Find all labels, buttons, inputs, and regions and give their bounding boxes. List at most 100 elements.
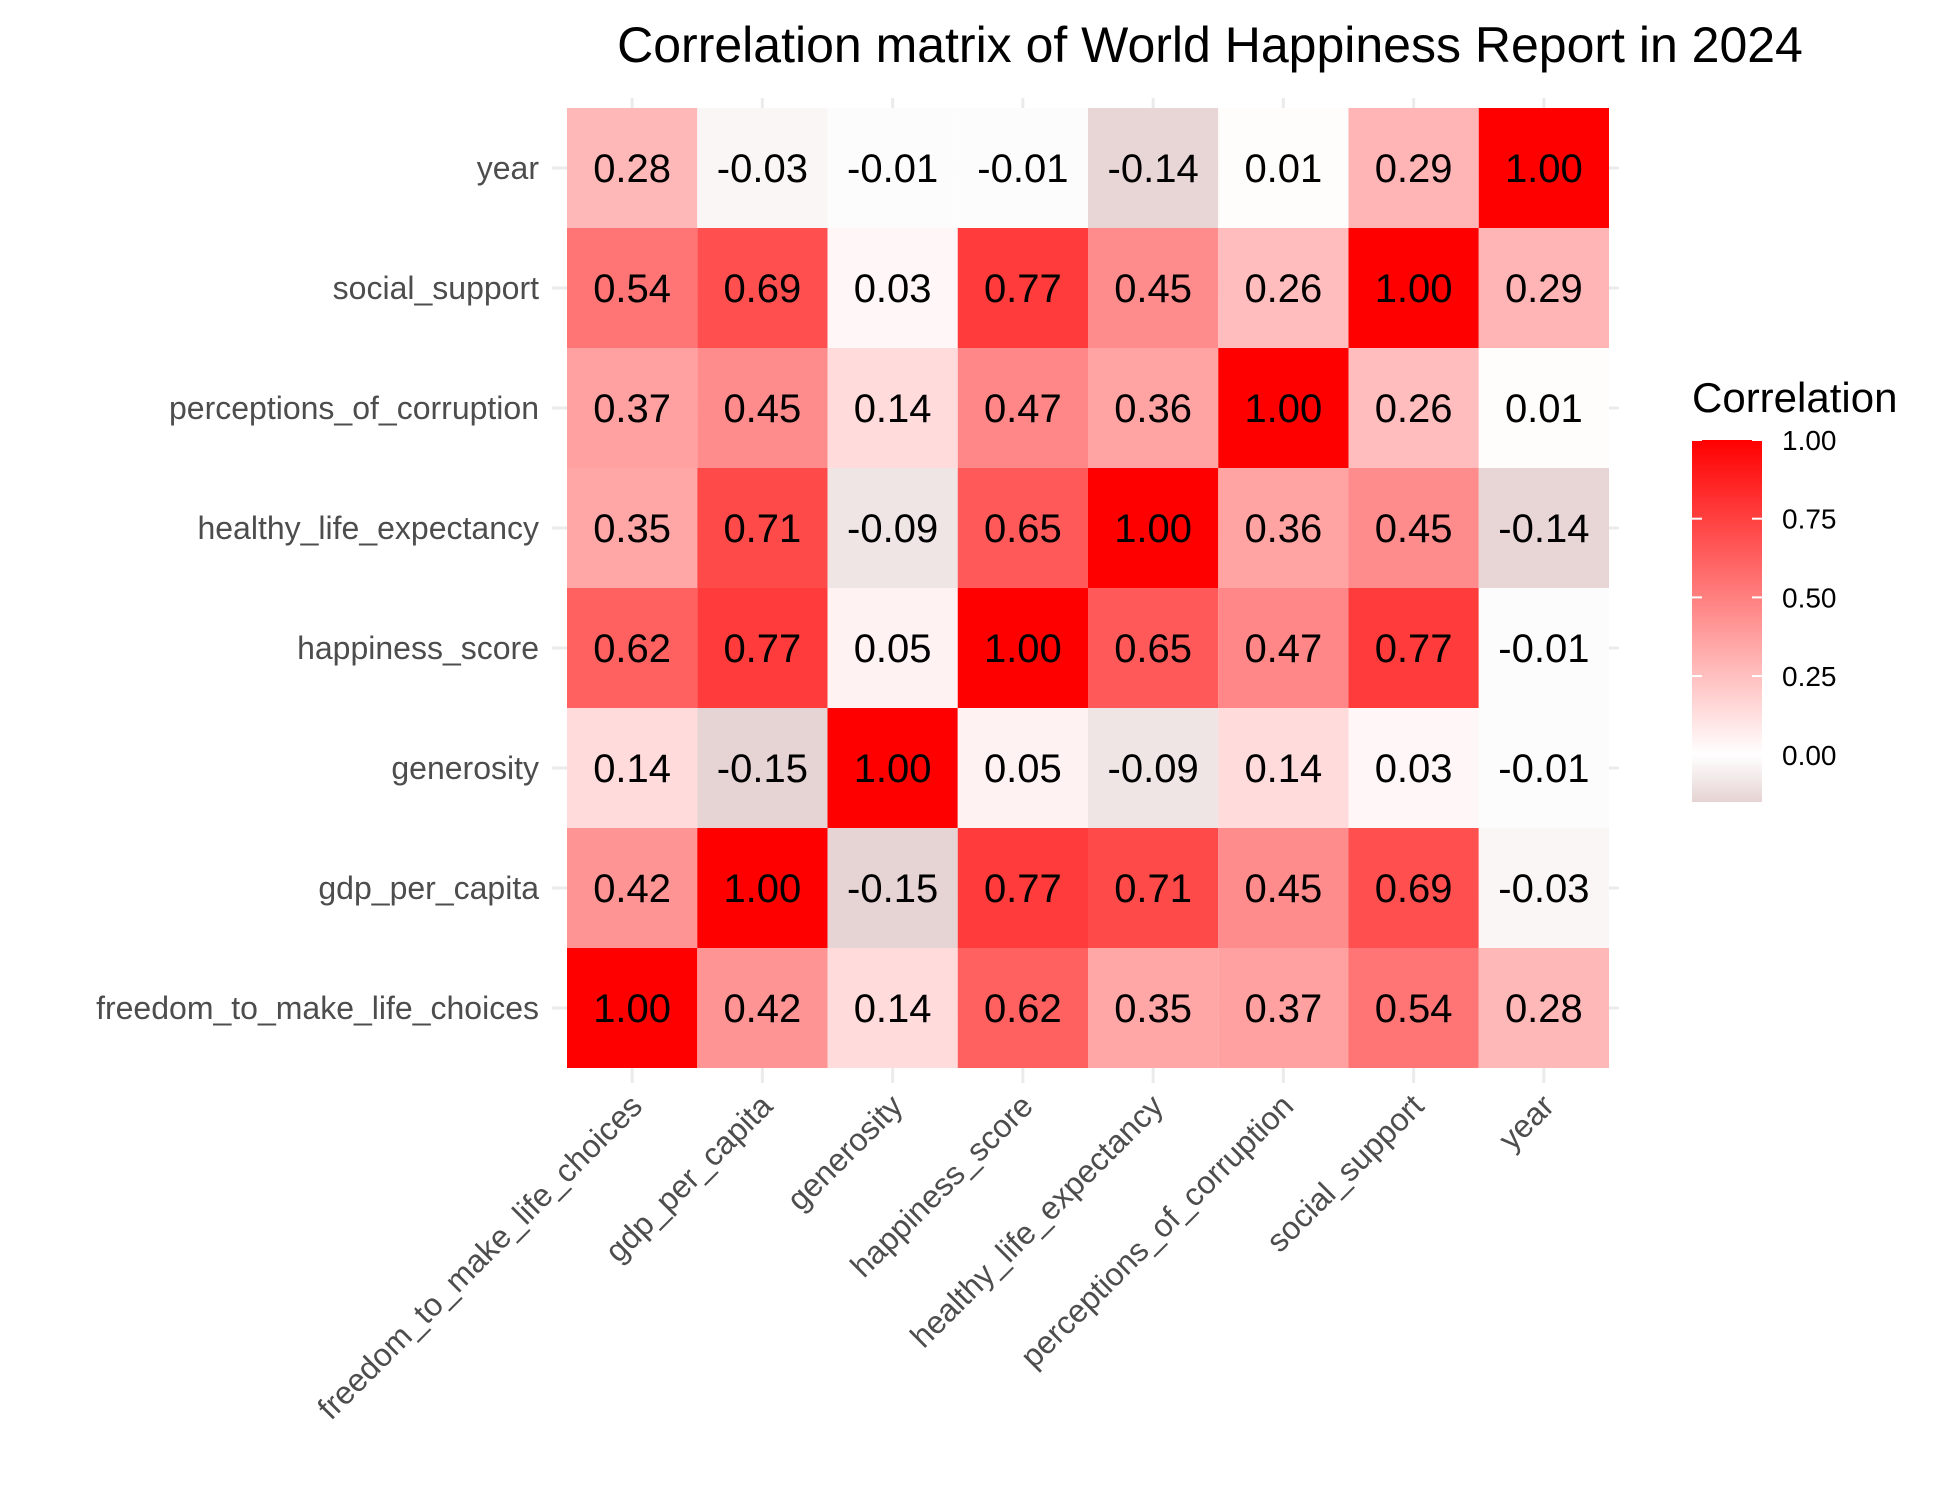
cell-value-label: -0.09 — [1108, 747, 1199, 791]
cell-value-label: -0.01 — [977, 147, 1068, 191]
legend-title: Correlation — [1692, 374, 1897, 421]
cell-value-label: 0.69 — [1375, 867, 1453, 911]
heatmap-cell — [957, 228, 1088, 348]
heatmap-cell — [1088, 828, 1219, 948]
cell-value-label: 1.00 — [854, 747, 932, 791]
heatmap-cell — [1478, 828, 1609, 948]
cell-value-label: 0.45 — [1244, 867, 1322, 911]
y-tick-label: happiness_score — [297, 630, 539, 666]
heatmap-cell — [567, 348, 698, 468]
heatmap-cell — [567, 948, 698, 1068]
cell-value-label: 0.69 — [723, 267, 801, 311]
x-tick-label: generosity — [780, 1087, 910, 1217]
cell-value-label: 0.77 — [723, 627, 801, 671]
heatmap-cell — [1478, 588, 1609, 708]
legend-tick-label: 0.00 — [1782, 740, 1837, 771]
heatmap-cell — [1478, 708, 1609, 828]
heatmap-cell — [1478, 228, 1609, 348]
heatmap-cell — [957, 828, 1088, 948]
cell-value-label: 1.00 — [593, 987, 671, 1031]
heatmap-cell — [827, 708, 958, 828]
cell-value-label: 0.62 — [593, 627, 671, 671]
cell-value-label: 0.45 — [723, 387, 801, 431]
cell-value-label: 0.05 — [854, 627, 932, 671]
cell-value-label: 0.77 — [1375, 627, 1453, 671]
y-tick-label: social_support — [333, 270, 539, 306]
heatmap-cell — [1218, 948, 1349, 1068]
heatmap-cell — [1218, 468, 1349, 588]
heatmap-cell — [1088, 708, 1219, 828]
cell-value-label: 0.29 — [1375, 147, 1453, 191]
cell-value-label: 0.05 — [984, 747, 1062, 791]
heatmap-cell — [957, 108, 1088, 228]
cell-value-label: -0.09 — [847, 507, 938, 551]
heatmap-cell — [827, 468, 958, 588]
cell-value-label: 0.42 — [593, 867, 671, 911]
y-tick-label: year — [477, 150, 540, 186]
cell-value-label: 1.00 — [984, 627, 1062, 671]
cell-value-label: 0.03 — [1375, 747, 1453, 791]
cell-value-label: 1.00 — [1375, 267, 1453, 311]
cell-value-label: 0.45 — [1375, 507, 1453, 551]
heatmap-cell — [1088, 588, 1219, 708]
heatmap-cell — [697, 348, 828, 468]
heatmap-cell — [1348, 948, 1479, 1068]
y-tick-label: perceptions_of_corruption — [169, 390, 539, 426]
heatmap-cell — [1088, 948, 1219, 1068]
cell-value-label: 0.65 — [984, 507, 1062, 551]
x-tick-label: year — [1491, 1087, 1561, 1157]
x-tick-label: perceptions_of_corruption — [1013, 1087, 1300, 1374]
heatmap-cell — [1218, 108, 1349, 228]
heatmap-cell — [567, 468, 698, 588]
heatmap-cell — [1478, 468, 1609, 588]
cell-value-label: -0.01 — [847, 147, 938, 191]
cell-value-label: 0.77 — [984, 267, 1062, 311]
cell-value-label: 0.14 — [1244, 747, 1322, 791]
cell-value-label: 0.65 — [1114, 627, 1192, 671]
heatmap-cell — [827, 828, 958, 948]
heatmap-cell — [1218, 828, 1349, 948]
cell-value-label: -0.01 — [1498, 747, 1589, 791]
heatmap-cell — [697, 588, 828, 708]
heatmap-cell — [1088, 108, 1219, 228]
heatmap-cells — [567, 108, 1609, 1068]
y-tick-label: gdp_per_capita — [318, 870, 539, 906]
heatmap-cell — [827, 948, 958, 1068]
cell-value-label: 0.14 — [854, 987, 932, 1031]
legend-tick-label: 0.25 — [1782, 661, 1837, 692]
cell-value-label: 0.26 — [1375, 387, 1453, 431]
heatmap-cell — [1478, 108, 1609, 228]
heatmap-cell — [1348, 708, 1479, 828]
cell-value-label: 0.03 — [854, 267, 932, 311]
cell-value-label: 0.29 — [1505, 267, 1583, 311]
cell-value-label: 0.36 — [1244, 507, 1322, 551]
x-axis-tick-labels: freedom_to_make_life_choicesgdp_per_capi… — [310, 1087, 1561, 1426]
cell-value-label: 0.54 — [593, 267, 671, 311]
cell-value-label: 0.14 — [854, 387, 932, 431]
cell-value-label: -0.01 — [1498, 627, 1589, 671]
x-tick-label: healthy_life_expectancy — [903, 1087, 1170, 1354]
heatmap-cell — [567, 828, 698, 948]
heatmap-cell — [827, 588, 958, 708]
heatmap-cell — [827, 108, 958, 228]
cell-value-label: 0.71 — [1114, 867, 1192, 911]
cell-labels: 1.00 0.42 0.14 0.62 0.35 0.37 0.54 0.28 0.42 1.00… — [593, 147, 1589, 1031]
heatmap-cell — [697, 948, 828, 1068]
x-tick-label: freedom_to_make_life_choices — [310, 1087, 649, 1426]
y-tick-label: healthy_life_expectancy — [197, 510, 539, 546]
heatmap-cell — [567, 708, 698, 828]
chart-title: Correlation matrix of World Happiness Re… — [617, 17, 1803, 73]
cell-value-label: 0.62 — [984, 987, 1062, 1031]
cell-value-label: -0.03 — [717, 147, 808, 191]
heatmap-cell — [1088, 468, 1219, 588]
heatmap-cell — [827, 348, 958, 468]
cell-value-label: -0.15 — [847, 867, 938, 911]
cell-value-label: -0.03 — [1498, 867, 1589, 911]
heatmap-cell — [1218, 348, 1349, 468]
cell-value-label: 0.54 — [1375, 987, 1453, 1031]
heatmap-cell — [567, 108, 698, 228]
cell-value-label: 0.42 — [723, 987, 801, 1031]
cell-value-label: 0.47 — [984, 387, 1062, 431]
cell-value-label: 0.77 — [984, 867, 1062, 911]
heatmap-cell — [1088, 348, 1219, 468]
